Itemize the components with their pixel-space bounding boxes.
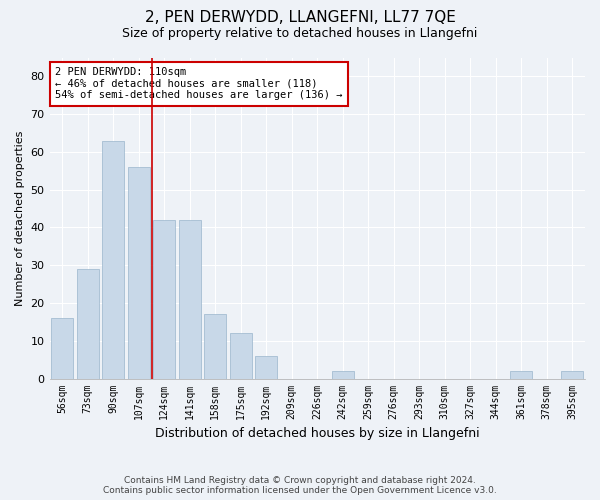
Bar	[332, 371, 353, 378]
Bar	[256, 356, 277, 378]
Bar	[230, 333, 251, 378]
Bar	[562, 371, 583, 378]
Bar	[154, 220, 175, 378]
Bar	[77, 269, 98, 378]
X-axis label: Distribution of detached houses by size in Llangefni: Distribution of detached houses by size …	[155, 427, 479, 440]
Text: Contains HM Land Registry data © Crown copyright and database right 2024.
Contai: Contains HM Land Registry data © Crown c…	[103, 476, 497, 495]
Y-axis label: Number of detached properties: Number of detached properties	[15, 130, 25, 306]
Text: 2 PEN DERWYDD: 110sqm
← 46% of detached houses are smaller (118)
54% of semi-det: 2 PEN DERWYDD: 110sqm ← 46% of detached …	[55, 67, 343, 100]
Bar	[179, 220, 200, 378]
Bar	[511, 371, 532, 378]
Bar	[52, 318, 73, 378]
Bar	[205, 314, 226, 378]
Bar	[103, 140, 124, 378]
Text: 2, PEN DERWYDD, LLANGEFNI, LL77 7QE: 2, PEN DERWYDD, LLANGEFNI, LL77 7QE	[145, 10, 455, 25]
Bar	[128, 167, 149, 378]
Text: Size of property relative to detached houses in Llangefni: Size of property relative to detached ho…	[122, 28, 478, 40]
